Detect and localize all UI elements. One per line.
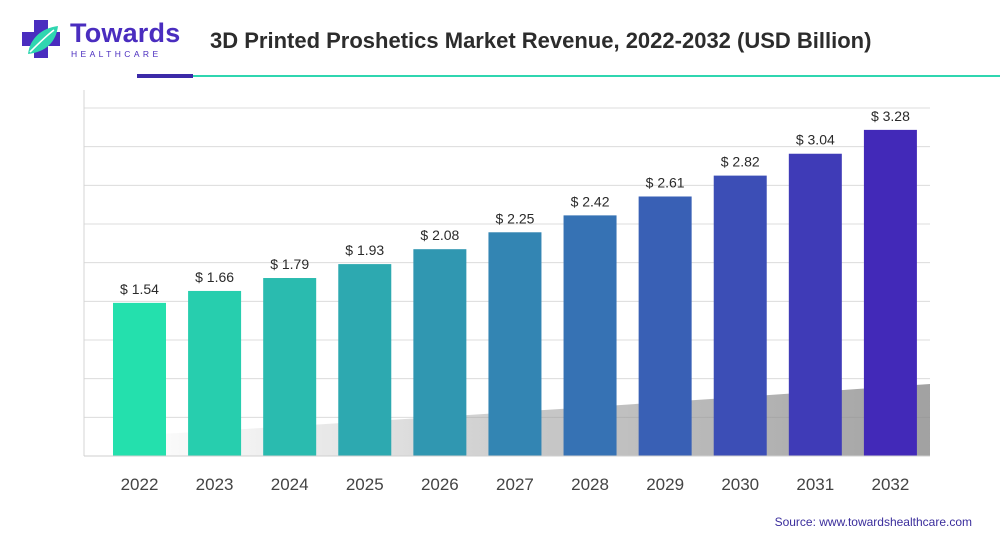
x-tick-label-2024: 2024 [271, 475, 309, 494]
x-tick-label-2022: 2022 [121, 475, 159, 494]
title-underline-dark [137, 74, 193, 78]
medical-cross-leaf-icon [22, 20, 60, 58]
data-label-2029: $ 2.61 [646, 174, 685, 190]
bar-2024 [263, 278, 317, 456]
x-tick-label-2031: 2031 [796, 475, 834, 494]
x-tick-label-2023: 2023 [196, 475, 234, 494]
data-label-2022: $ 1.54 [120, 281, 159, 297]
data-label-2031: $ 3.04 [796, 132, 835, 148]
bar-2027 [488, 232, 542, 456]
bar-2023 [188, 290, 242, 456]
source-note: Source: www.towardshealthcare.com [774, 515, 972, 529]
data-label-2030: $ 2.82 [721, 154, 760, 170]
brand-logo: Towards HEALTHCARE [20, 18, 190, 62]
data-label-2024: $ 1.79 [270, 256, 309, 272]
bar-2026 [413, 249, 467, 456]
x-tick-label-2032: 2032 [871, 475, 909, 494]
data-label-2025: $ 1.93 [345, 242, 384, 258]
data-label-2028: $ 2.42 [571, 193, 610, 209]
x-tick-label-2028: 2028 [571, 475, 609, 494]
bar-2031 [788, 153, 842, 457]
data-label-2023: $ 1.66 [195, 269, 234, 285]
x-tick-label-2027: 2027 [496, 475, 534, 494]
bar-2028 [563, 215, 617, 456]
chart-title: 3D Printed Proshetics Market Revenue, 20… [210, 28, 872, 53]
bar-2032 [863, 129, 917, 457]
title-underline-accent [193, 75, 1000, 77]
brand-tagline: HEALTHCARE [71, 49, 162, 59]
bar-2030 [713, 175, 767, 456]
data-label-2032: $ 3.28 [871, 108, 910, 124]
x-tick-label-2025: 2025 [346, 475, 384, 494]
brand-name: Towards [70, 18, 181, 48]
bar-2029 [638, 196, 692, 456]
bar-2022 [113, 302, 166, 456]
x-tick-label-2029: 2029 [646, 475, 684, 494]
x-tick-label-2026: 2026 [421, 475, 459, 494]
x-tick-label-2030: 2030 [721, 475, 759, 494]
data-label-2027: $ 2.25 [495, 210, 534, 226]
data-label-2026: $ 2.08 [420, 227, 459, 243]
bar-2025 [338, 264, 392, 456]
